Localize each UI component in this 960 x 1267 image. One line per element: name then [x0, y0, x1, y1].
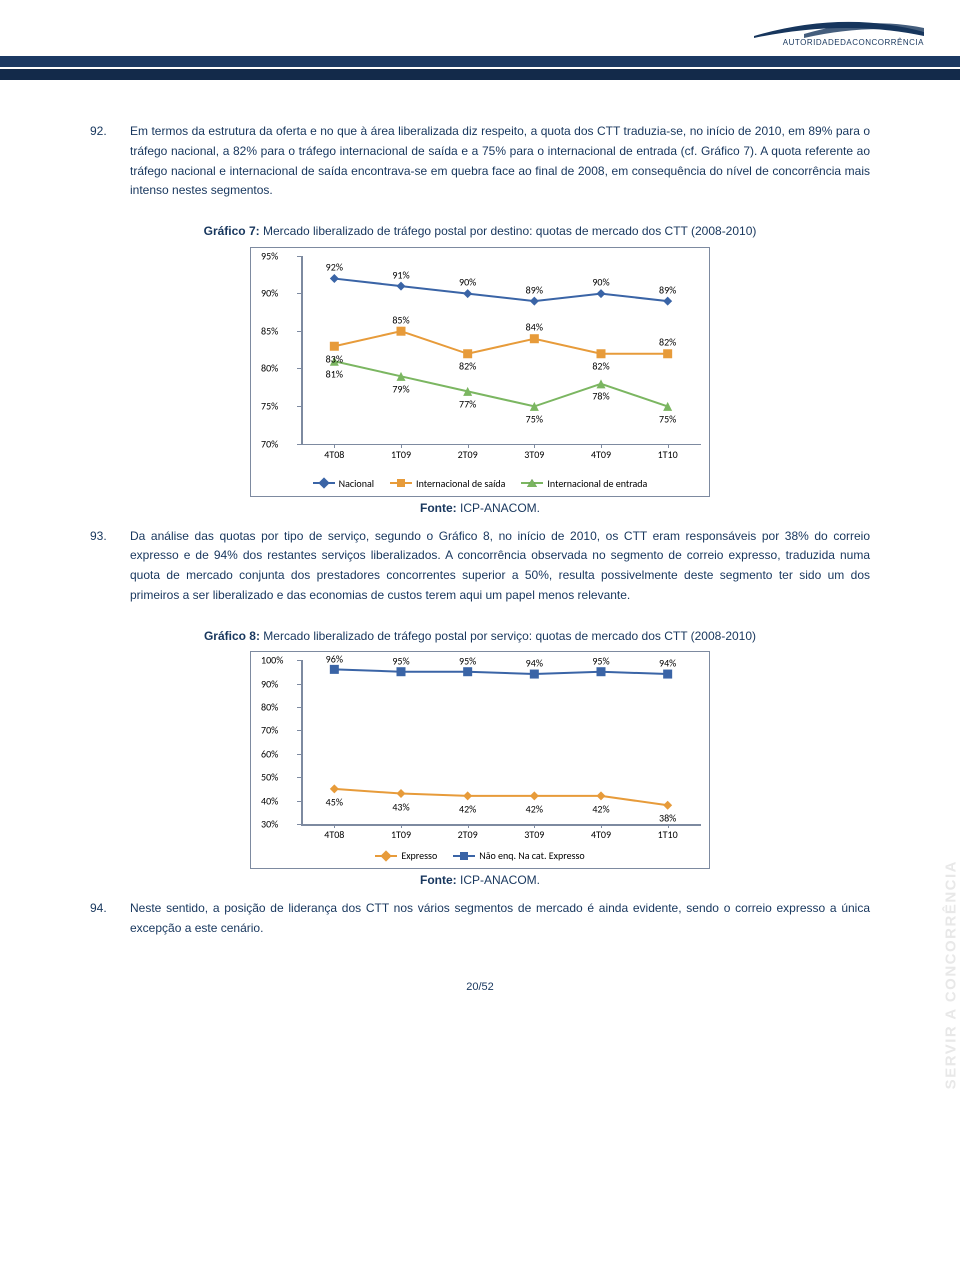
- chart8-source-rest: ICP-ANACOM.: [457, 873, 540, 887]
- item-number: 93.: [90, 527, 118, 606]
- chart7-source: Fonte: ICP-ANACOM.: [90, 501, 870, 515]
- paragraph-92: 92. Em termos da estrutura da oferta e n…: [90, 122, 870, 213]
- chart8-title: Gráfico 8: Mercado liberalizado de tráfe…: [90, 628, 870, 645]
- chart8: 30%40%50%60%70%80%90%100%4T081T092T093T0…: [250, 651, 710, 869]
- chart8-title-rest: Mercado liberalizado de tráfego postal p…: [260, 629, 756, 643]
- chart8-title-bold: Gráfico 8:: [204, 629, 260, 643]
- chart8-source-bold: Fonte:: [420, 873, 457, 887]
- chart7-title-bold: Gráfico 7:: [204, 224, 260, 238]
- item-text: Em termos da estrutura da oferta e no qu…: [130, 122, 870, 201]
- item-text: Da análise das quotas por tipo de serviç…: [130, 527, 870, 606]
- header-stripe-2: [0, 69, 960, 80]
- chart7-title: Gráfico 7: Mercado liberalizado de tráfe…: [90, 223, 870, 240]
- chart7-title-rest: Mercado liberalizado de tráfego postal p…: [260, 224, 757, 238]
- item-number: 94.: [90, 899, 118, 939]
- chart7-source-bold: Fonte:: [420, 501, 457, 515]
- chart7-source-rest: ICP-ANACOM.: [457, 501, 540, 515]
- logo-swoosh-icon: [754, 14, 924, 38]
- chart8-source: Fonte: ICP-ANACOM.: [90, 873, 870, 887]
- paragraph-93: 93. Da análise das quotas por tipo de se…: [90, 527, 870, 618]
- chart7: 70%75%80%85%90%95%4T081T092T093T094T091T…: [250, 247, 710, 497]
- item-number: 92.: [90, 122, 118, 201]
- paragraph-94: 94. Neste sentido, a posição de lideranç…: [90, 899, 870, 951]
- header: AUTORIDADEDACONCORRÊNCIA: [0, 0, 960, 56]
- side-watermark: SERVIR A CONCORRÊNCIA: [942, 860, 959, 1089]
- header-stripe-1: [0, 56, 960, 67]
- item-text: Neste sentido, a posição de liderança do…: [130, 899, 870, 939]
- logo-text: AUTORIDADEDACONCORRÊNCIA: [754, 38, 924, 47]
- page-number: 20/52: [90, 981, 870, 993]
- logo: AUTORIDADEDACONCORRÊNCIA: [754, 14, 924, 47]
- page-content: 92. Em termos da estrutura da oferta e n…: [0, 80, 960, 1023]
